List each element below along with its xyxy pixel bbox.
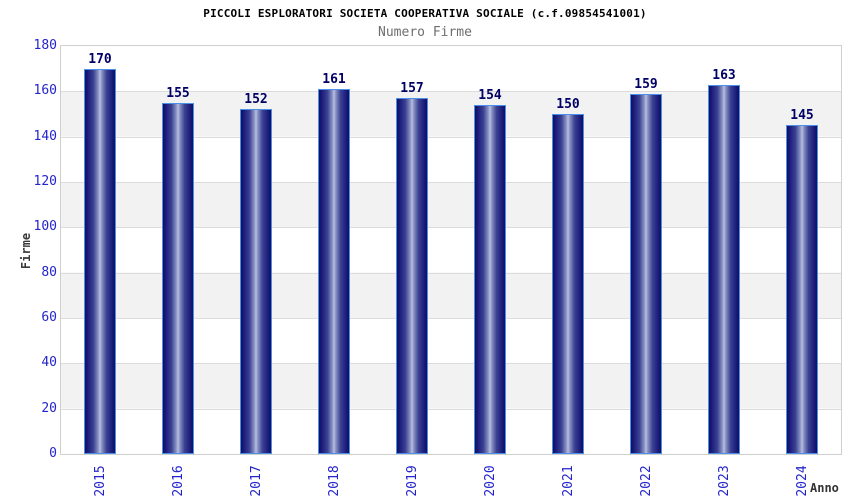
y-tick-label-40: 40 (41, 355, 57, 371)
value-label-2024: 145 (790, 108, 814, 124)
y-tick-label-60: 60 (41, 310, 57, 325)
x-tick-label-2024: 2024 (795, 465, 810, 497)
x-tick-label-2019: 2019 (405, 465, 420, 497)
y-tick-label-160: 160 (33, 83, 57, 99)
x-tick-label-2021: 2021 (561, 465, 576, 497)
value-label-2016: 155 (166, 85, 190, 101)
chart-subtitle: Numero Firme (378, 25, 472, 40)
chart-title: PICCOLI ESPLORATORI SOCIETA COOPERATIVA … (203, 7, 647, 20)
value-label-2019: 157 (400, 81, 424, 97)
y-tick-label-180: 180 (33, 38, 57, 53)
y-tick-label-100: 100 (33, 219, 57, 235)
x-tick-label-2015: 2015 (93, 465, 108, 497)
bar-2016 (162, 102, 194, 454)
gridline-80 (61, 272, 841, 274)
y-tick-label-80: 80 (41, 264, 57, 280)
bar-2018 (318, 89, 350, 454)
gridline-20 (61, 408, 841, 410)
value-label-2017: 152 (244, 92, 268, 108)
x-tick-label-2022: 2022 (639, 465, 654, 497)
y-tick-label-120: 120 (33, 174, 57, 189)
value-label-2023: 163 (712, 67, 736, 83)
bar-2015 (84, 68, 116, 454)
plot-area (60, 45, 842, 455)
y-tick-label-20: 20 (41, 400, 57, 416)
value-label-2021: 150 (556, 97, 580, 112)
bar-2021 (552, 114, 584, 454)
gridline-120 (61, 182, 841, 183)
bar-2022 (630, 93, 662, 454)
value-label-2020: 154 (478, 87, 502, 103)
gridline-60 (61, 318, 841, 319)
gridline-160 (61, 91, 841, 93)
bar-2017 (240, 109, 272, 454)
value-label-2018: 161 (322, 72, 346, 88)
bar-2019 (396, 98, 428, 454)
bar-2024 (786, 125, 818, 454)
bar-2020 (474, 104, 506, 454)
y-tick-label-140: 140 (33, 128, 57, 144)
gridline-40 (61, 363, 841, 365)
x-tick-label-2017: 2017 (249, 465, 264, 497)
value-label-2015: 170 (88, 51, 112, 67)
value-label-2022: 159 (634, 76, 658, 92)
x-tick-label-2023: 2023 (717, 465, 732, 497)
x-axis-label: Anno (810, 481, 839, 495)
gridline-140 (61, 136, 841, 138)
x-tick-label-2020: 2020 (483, 465, 498, 497)
bar-2023 (708, 84, 740, 454)
gridline-100 (61, 227, 841, 229)
y-tick-label-0: 0 (49, 446, 57, 461)
x-tick-label-2016: 2016 (171, 465, 186, 497)
x-tick-label-2018: 2018 (327, 465, 342, 497)
